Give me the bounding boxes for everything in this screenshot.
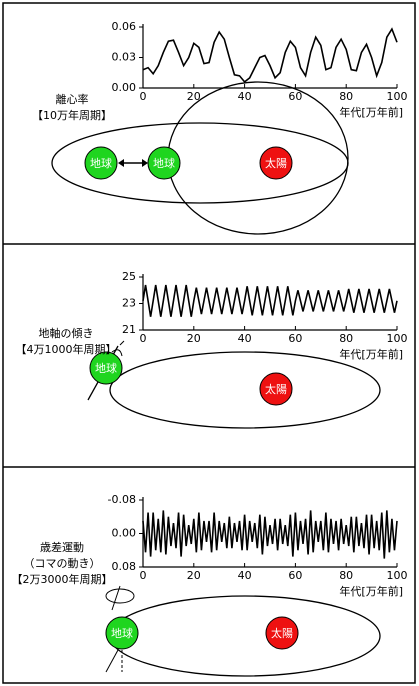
x-tick-label: 60: [288, 90, 302, 103]
x-tick-label: 100: [387, 332, 408, 345]
x-tick-label: 20: [187, 569, 201, 582]
sun-label: 太陽: [271, 627, 293, 640]
orbit: [110, 352, 380, 428]
x-axis-label: 年代[万年前]: [339, 584, 403, 598]
axis: [106, 650, 118, 672]
x-tick-label: 80: [339, 569, 353, 582]
earth-label: 地球: [111, 626, 133, 640]
x-tick-label: 60: [288, 332, 302, 345]
x-tick-label: 0: [140, 569, 147, 582]
data-line: [143, 285, 397, 317]
precession-cone: [106, 589, 134, 603]
sun-label: 太陽: [265, 157, 287, 170]
x-tick-label: 100: [387, 569, 408, 582]
y-tick-label: 23: [122, 297, 136, 310]
x-tick-label: 40: [238, 569, 252, 582]
figure: 地球 地球 太陽 地球 太陽 地球 太陽 0.00 0.03 0.06 0 20 40 60…: [0, 0, 419, 686]
x-tick-label: 0: [140, 90, 147, 103]
data-line: [143, 510, 397, 558]
y-tick-label: 25: [122, 270, 136, 283]
y-tick-label: -0.08: [108, 493, 136, 506]
sun-label: 太陽: [265, 383, 287, 396]
x-tick-label: 0: [140, 332, 147, 345]
x-tick-label: 40: [238, 332, 252, 345]
y-axis-label: 【2万3000年周期】: [12, 572, 113, 586]
y-axis-label: 【10万年周期】: [32, 108, 112, 122]
y-axis-label: 地軸の傾き: [39, 326, 94, 340]
earth-label: 地球: [90, 156, 112, 170]
x-axis-label: 年代[万年前]: [339, 105, 403, 119]
y-tick-label: 0.00: [112, 527, 137, 540]
y-tick-label: 0.08: [112, 560, 137, 573]
y-tick-label: 0.00: [112, 81, 137, 94]
x-tick-label: 40: [238, 90, 252, 103]
x-axis-label: 年代[万年前]: [339, 347, 403, 361]
data-line: [143, 29, 397, 82]
y-axis-label: 【4万1000年周期】: [16, 342, 117, 356]
x-tick-label: 20: [187, 332, 201, 345]
orbit: [168, 82, 348, 234]
y-tick-label: 21: [122, 323, 136, 336]
x-tick-label: 80: [339, 90, 353, 103]
earth-label: 地球: [95, 361, 117, 375]
y-tick-label: 0.06: [112, 20, 137, 33]
y-axis-label: 離心率: [56, 92, 89, 106]
x-tick-label: 100: [387, 90, 408, 103]
y-tick-label: 0.03: [112, 51, 137, 64]
y-axis-label: 歳差運動: [40, 540, 84, 554]
y-axis-label: （コマの動き）: [24, 556, 101, 570]
x-tick-label: 80: [339, 332, 353, 345]
x-tick-label: 60: [288, 569, 302, 582]
x-tick-label: 20: [187, 90, 201, 103]
earth-label: 地球: [153, 156, 175, 170]
orbit: [110, 596, 380, 676]
